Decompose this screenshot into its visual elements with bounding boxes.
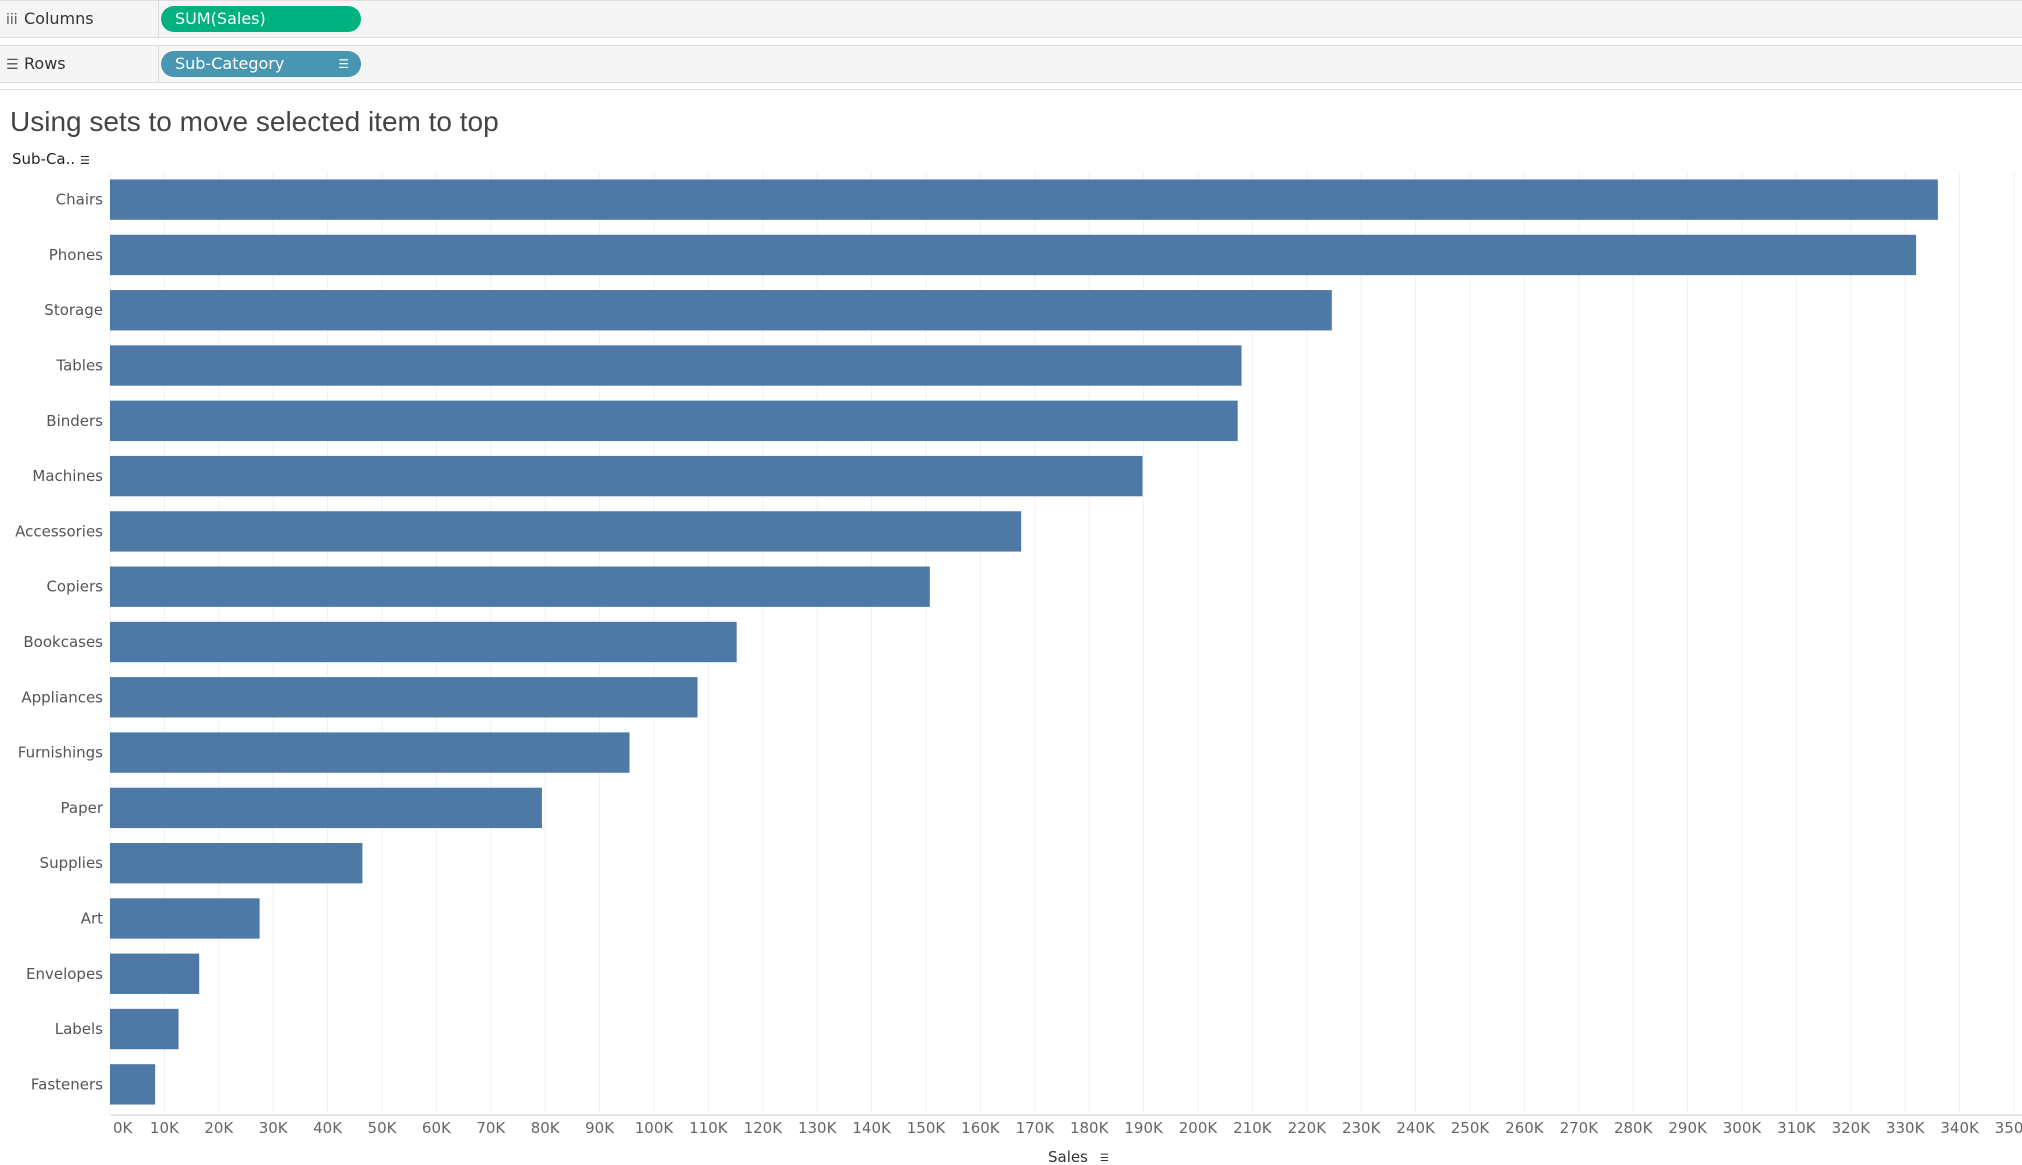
category-label: Tables (55, 357, 103, 375)
x-tick-label: 210K (1233, 1119, 1273, 1137)
x-tick-label: 260K (1505, 1119, 1545, 1137)
x-tick-label: 80K (531, 1119, 561, 1137)
bar-art[interactable] (110, 898, 260, 939)
columns-label: iii Columns (6, 1, 159, 37)
category-label: Labels (55, 1020, 103, 1038)
x-tick-label: 320K (1832, 1119, 1872, 1137)
x-tick-label: 310K (1777, 1119, 1817, 1137)
category-label: Bookcases (23, 633, 103, 651)
x-tick-label: 230K (1342, 1119, 1382, 1137)
x-tick-label: 290K (1668, 1119, 1708, 1137)
x-tick-label: 90K (585, 1119, 615, 1137)
category-label: Accessories (15, 522, 103, 540)
columns-label-text: Columns (24, 9, 94, 28)
x-tick-label: 150K (907, 1119, 947, 1137)
pill-text: SUM(Sales) (175, 9, 266, 28)
bar-chairs[interactable] (110, 179, 1938, 220)
x-tick-label: 20K (204, 1119, 234, 1137)
x-tick-label: 170K (1016, 1119, 1056, 1137)
chart-title: Using sets to move selected item to top (10, 106, 499, 137)
row-header-text: Sub-Ca.. (12, 150, 76, 168)
x-tick-label: 60K (422, 1119, 452, 1137)
bar-tables[interactable] (110, 345, 1242, 386)
category-label: Furnishings (18, 744, 103, 762)
sort-icon[interactable]: ☰ (79, 154, 90, 167)
category-label: Storage (44, 301, 103, 319)
category-label: Paper (61, 799, 104, 817)
x-tick-label: 10K (150, 1119, 180, 1137)
category-label: Machines (32, 467, 103, 485)
row-header[interactable]: Sub-Ca.. ☰ (12, 150, 90, 168)
category-label: Chairs (56, 191, 104, 209)
category-label: Binders (46, 412, 103, 430)
bar-furnishings[interactable] (110, 732, 630, 773)
bar-phones[interactable] (110, 234, 1917, 276)
x-tick-label: 0K (113, 1119, 134, 1137)
sort-icon[interactable]: ☰ (338, 57, 349, 71)
bar-supplies[interactable] (110, 842, 363, 884)
x-tick-label: 180K (1070, 1119, 1110, 1137)
bar-copiers[interactable] (110, 566, 930, 607)
x-tick-label: 350K (1995, 1119, 2022, 1137)
divider (0, 89, 2022, 90)
bar-paper[interactable] (110, 787, 542, 829)
x-tick-label: 110K (689, 1119, 729, 1137)
category-label: Art (81, 909, 103, 927)
category-label: Phones (49, 246, 103, 264)
bar-appliances[interactable] (110, 677, 698, 718)
x-axis-title: Sales (1048, 1148, 1088, 1165)
bar-envelopes[interactable] (110, 953, 200, 994)
x-tick-label: 50K (368, 1119, 398, 1137)
x-tick-label: 200K (1179, 1119, 1219, 1137)
x-tick-label: 100K (635, 1119, 675, 1137)
x-tick-label: 30K (259, 1119, 289, 1137)
x-tick-label: 280K (1614, 1119, 1654, 1137)
sub-category-pill[interactable]: Sub-Category ☰ (161, 51, 361, 77)
x-tick-label: 70K (476, 1119, 506, 1137)
rows-label-text: Rows (24, 54, 66, 73)
bar-binders[interactable] (110, 400, 1238, 442)
x-tick-label: 330K (1886, 1119, 1926, 1137)
x-tick-label: 220K (1288, 1119, 1328, 1137)
category-label: Copiers (46, 578, 103, 596)
rows-icon: ☰ (6, 57, 19, 73)
sum-sales-pill[interactable]: SUM(Sales) (161, 6, 361, 32)
x-tick-label: 130K (798, 1119, 838, 1137)
rows-label: ☰ Rows (6, 46, 159, 82)
bar-labels[interactable] (110, 1008, 179, 1050)
bar-bookcases[interactable] (110, 621, 737, 663)
x-tick-label: 250K (1451, 1119, 1491, 1137)
category-label: Appliances (21, 688, 103, 706)
columns-icon: iii (6, 12, 18, 28)
x-tick-label: 270K (1560, 1119, 1600, 1137)
x-tick-label: 190K (1124, 1119, 1164, 1137)
bar-storage[interactable] (110, 290, 1332, 331)
bar-accessories[interactable] (110, 511, 1022, 552)
rows-shelf: ☰ Rows Sub-Category ☰ (0, 45, 2022, 83)
x-tick-label: 40K (313, 1119, 343, 1137)
sort-icon: ☰ (1100, 1153, 1109, 1164)
x-tick-label: 120K (744, 1119, 784, 1137)
x-tick-label: 160K (961, 1119, 1001, 1137)
category-label: Envelopes (26, 965, 103, 983)
bar-machines[interactable] (110, 455, 1143, 497)
x-tick-label: 340K (1940, 1119, 1980, 1137)
x-tick-label: 300K (1723, 1119, 1763, 1137)
bar-fasteners[interactable] (110, 1064, 156, 1105)
x-tick-label: 140K (852, 1119, 892, 1137)
category-label: Fasteners (31, 1075, 103, 1093)
pill-text: Sub-Category (175, 54, 285, 73)
x-tick-label: 240K (1396, 1119, 1436, 1137)
category-label: Supplies (40, 854, 104, 872)
columns-shelf: iii Columns SUM(Sales) (0, 0, 2022, 38)
